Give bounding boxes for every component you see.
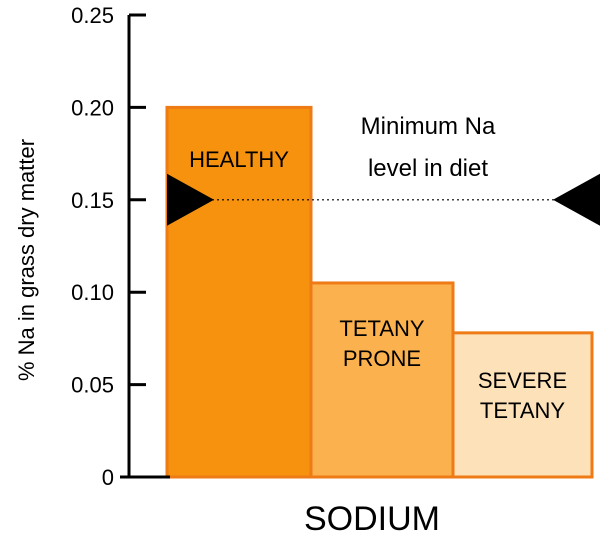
y-tick-label-2: 0.10 — [71, 280, 114, 305]
y-tick-label-0: 0 — [102, 465, 114, 490]
bar-2 — [451, 331, 594, 479]
y-axis-title: % Na in grass dry matter — [14, 139, 39, 381]
bar-0 — [165, 105, 313, 479]
y-tick-label-3: 0.15 — [71, 188, 114, 213]
y-axis-layer — [120, 13, 170, 479]
bar-label-1-0: TETANY — [339, 316, 424, 341]
y-tick-label-1: 0.05 — [71, 373, 114, 398]
bar-1 — [309, 281, 455, 479]
bar-label-2-0: SEVERE — [478, 368, 567, 393]
bar-label-1-1: PRONE — [343, 346, 421, 371]
bar-label-0-0: HEALTHY — [189, 147, 289, 172]
threshold-label-1: level in diet — [368, 155, 488, 182]
labels-layer: HEALTHY TETANY PRONE SEVERE TETANY Minimum Na… — [71, 3, 567, 490]
bars-layer — [165, 105, 594, 479]
y-tick-label-5: 0.25 — [71, 3, 114, 28]
threshold-layer — [167, 173, 600, 226]
threshold-label-0: Minimum Na — [361, 113, 496, 140]
y-tick-label-4: 0.20 — [71, 95, 114, 120]
threshold-marker-left — [167, 173, 214, 226]
bar-label-2-1: TETANY — [480, 398, 565, 423]
x-axis-title: SODIUM — [304, 500, 440, 534]
threshold-marker-right — [553, 173, 600, 226]
